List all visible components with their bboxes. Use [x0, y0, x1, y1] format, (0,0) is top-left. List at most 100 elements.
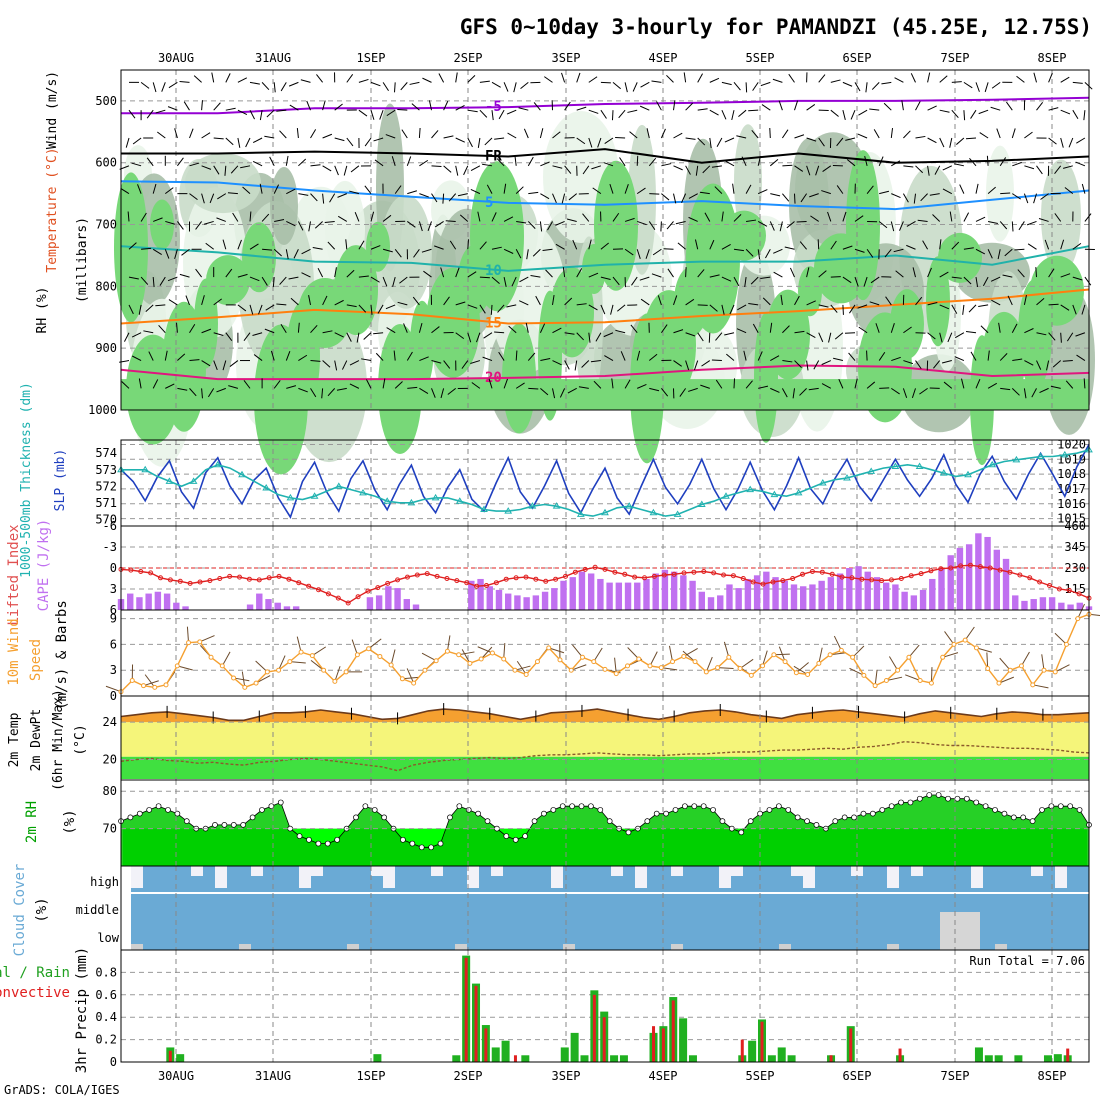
wind-barb [159, 276, 166, 286]
thickness-tick: 574 [95, 446, 117, 460]
wind-barb [1000, 387, 1011, 391]
wind-barb [732, 183, 735, 194]
wind-barb [960, 378, 965, 389]
thickness-marker [939, 469, 948, 476]
wind-barb [382, 248, 393, 253]
cape-bar [532, 595, 540, 610]
wind-barb [830, 79, 841, 83]
wind-barb [539, 221, 543, 232]
wind-barb-10m [614, 657, 617, 674]
wind-barb [286, 385, 297, 389]
wind-barb-10m [964, 626, 975, 641]
wind-barb [542, 248, 553, 251]
cape-bar [901, 591, 908, 610]
precip-convective-bar [661, 1028, 665, 1062]
wind-barb [818, 137, 825, 147]
wind-barb [427, 221, 432, 232]
li-marker [997, 567, 1003, 573]
wind-barb [366, 379, 372, 389]
wind-barb [591, 165, 602, 170]
wind-barb [132, 137, 142, 145]
wind-speed-marker [782, 659, 788, 665]
li-marker [256, 577, 262, 583]
contour-label: 5 [485, 195, 493, 211]
wind-barb [683, 72, 687, 83]
wind-barb [258, 304, 263, 315]
wind-barb [506, 109, 517, 115]
wind-barb [745, 184, 752, 194]
wind-barb [228, 385, 239, 389]
wind-speed-marker [568, 667, 574, 673]
wind-barb [1012, 193, 1021, 200]
wind-barb [310, 129, 317, 139]
wind-barb [337, 215, 348, 222]
wind-barb [902, 388, 908, 398]
wind-barb [677, 242, 686, 250]
wind-barb [709, 304, 718, 312]
wind-barb [725, 160, 735, 167]
wind-barb [1031, 388, 1037, 398]
axis-label: CAPE (J/kg) [36, 519, 52, 612]
chart-title: GFS 0~10day 3-hourly for PAMANDZI (45.25… [460, 15, 1092, 39]
wind-barb [1014, 248, 1025, 251]
wind-barb [1036, 101, 1044, 111]
wind-barb [564, 332, 575, 335]
wind-barb [455, 137, 465, 143]
wind-barb [881, 81, 892, 85]
wind-barb [576, 268, 583, 278]
cape-bar [781, 580, 788, 610]
wind-barb [561, 193, 566, 204]
wind-speed-marker [332, 678, 338, 684]
wind-barb [346, 332, 352, 342]
wind-barb [709, 77, 720, 83]
wind-barb [991, 81, 1001, 89]
wind-barb [301, 248, 311, 255]
rh-marker [766, 807, 773, 813]
wind-barb [273, 380, 281, 389]
wind-barb [158, 324, 166, 334]
wind-barb [978, 304, 989, 307]
wind-barb [467, 304, 478, 309]
li-marker [395, 577, 401, 583]
wind-barb-10m [762, 650, 768, 667]
wind-barb [757, 221, 768, 227]
wind-barb [189, 359, 200, 362]
wind-barb [987, 220, 998, 225]
li-marker [632, 574, 638, 580]
wind-barb [970, 109, 977, 119]
wind-barb [138, 378, 142, 389]
li-marker [158, 575, 164, 581]
cape-bar [846, 568, 853, 610]
li-marker [572, 569, 578, 575]
rh-marker [174, 810, 181, 817]
wind-barb [1023, 295, 1027, 306]
wind-barb [317, 267, 324, 278]
wind-barb [411, 103, 420, 111]
wind-barb [273, 184, 280, 194]
wind-barb [152, 379, 159, 389]
wind-barb [963, 110, 966, 121]
wind-barb [532, 248, 541, 257]
wind-barb [503, 276, 507, 287]
wind-barb [844, 332, 856, 334]
rh-marker [315, 840, 322, 847]
wind-barb [382, 378, 386, 389]
wind-barb [152, 277, 155, 288]
cape-bar [652, 573, 659, 610]
li-marker [513, 575, 519, 581]
wind-barb [455, 301, 466, 306]
wind-barb [963, 212, 970, 222]
wind-barb [963, 247, 974, 250]
wind-barb [314, 221, 323, 229]
wind-barb [830, 240, 837, 250]
precip-convective-bar [464, 957, 468, 1062]
wind-barb [1081, 183, 1086, 194]
rh-shading-high [846, 150, 880, 301]
wind-barb [987, 382, 998, 389]
wind-barb [243, 380, 251, 389]
wind-speed-marker [647, 663, 653, 669]
cloud-high [611, 866, 623, 876]
wind-speed-marker [1063, 641, 1069, 647]
wind-barb [975, 183, 979, 194]
wind-barb [906, 221, 916, 227]
